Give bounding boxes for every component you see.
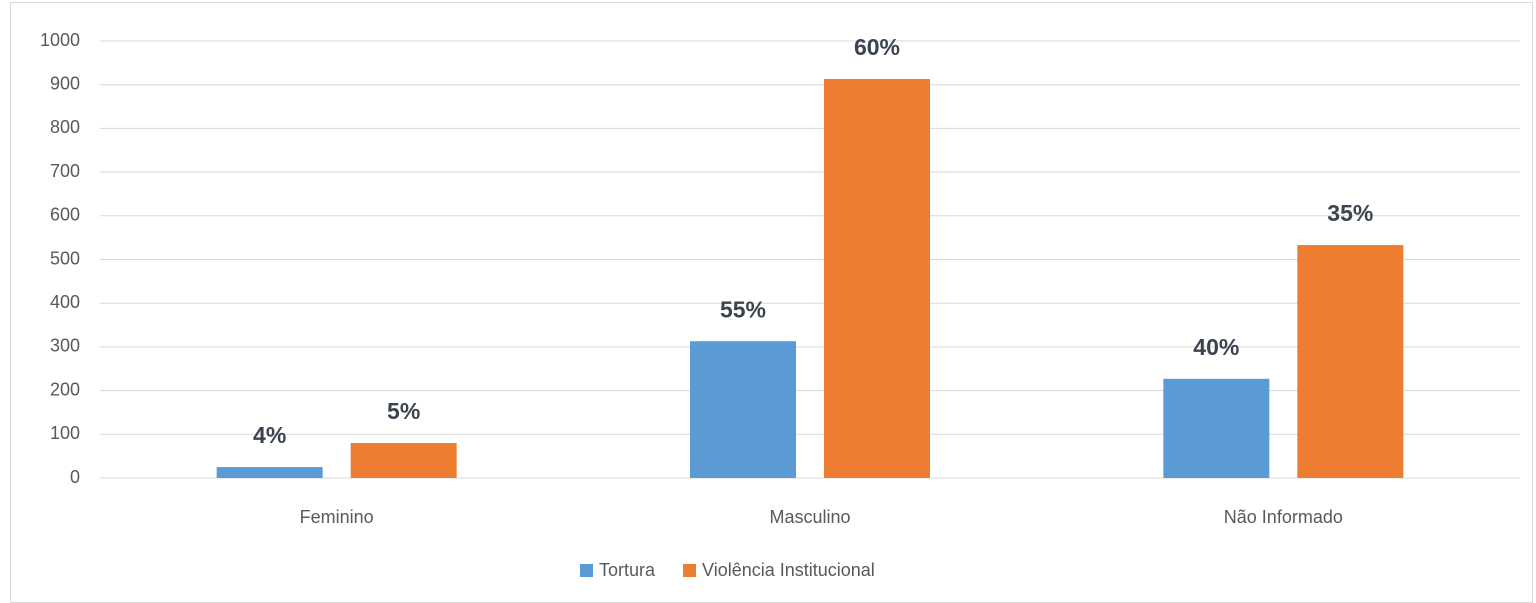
- y-tick-label: 800: [50, 117, 80, 137]
- y-tick-label: 700: [50, 161, 80, 181]
- y-tick-label: 1000: [40, 30, 80, 50]
- y-tick-label: 200: [50, 379, 80, 399]
- bar: [1163, 378, 1270, 478]
- legend-label: Tortura: [599, 560, 656, 580]
- y-tick-label: 300: [50, 336, 80, 356]
- y-tick-label: 0: [70, 467, 80, 487]
- x-tick-label: Feminino: [300, 507, 374, 527]
- bar: [690, 341, 796, 478]
- data-label: 55%: [720, 296, 766, 322]
- data-label: 5%: [387, 398, 420, 424]
- x-tick-label: Não Informado: [1224, 507, 1343, 527]
- bar: [216, 467, 323, 478]
- data-label: 4%: [253, 422, 286, 448]
- bar: [350, 443, 457, 478]
- chart-border: [10, 2, 1533, 603]
- y-tick-label: 100: [50, 423, 80, 443]
- y-tick-label: 600: [50, 205, 80, 225]
- x-tick-label: Masculino: [769, 507, 850, 527]
- legend-swatch: [683, 564, 697, 577]
- y-tick-label: 400: [50, 292, 80, 312]
- y-tick-label: 500: [50, 248, 80, 268]
- legend-swatch: [580, 564, 593, 577]
- legend-label: Violência Institucional: [702, 560, 875, 580]
- data-label: 40%: [1193, 334, 1239, 360]
- y-tick-label: 900: [50, 73, 80, 93]
- data-label: 35%: [1327, 200, 1373, 226]
- bar: [1297, 245, 1404, 478]
- bar: [824, 79, 930, 479]
- data-label: 60%: [854, 34, 900, 60]
